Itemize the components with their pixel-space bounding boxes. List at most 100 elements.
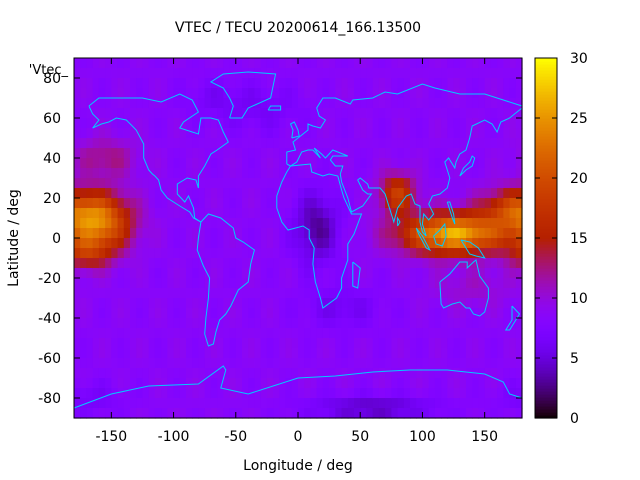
heatmap-cell [136,318,144,329]
heatmap-cell [422,68,430,79]
heatmap-cell [478,98,486,109]
heatmap-cell [329,268,336,279]
heatmap-cell [186,198,193,209]
heatmap-cell [279,208,287,219]
heatmap-cell [248,248,256,259]
heatmap-cell [298,298,305,309]
heatmap-cell [378,328,386,339]
heatmap-cell [130,88,137,99]
heatmap-cell [198,138,206,149]
heatmap-cell [223,268,231,279]
heatmap-cell [372,88,380,99]
colorbar-swatch [535,265,557,269]
heatmap-cell [217,88,224,99]
heatmap-cell [161,318,168,329]
heatmap-cell [98,88,106,99]
heatmap-cell [478,288,486,299]
heatmap-cell [372,178,380,189]
heatmap-cell [490,368,498,379]
heatmap-cell [490,278,498,289]
heatmap-cell [310,178,318,189]
heatmap-cell [148,278,156,289]
heatmap-cell [80,168,88,179]
colorbar-swatch [535,208,557,212]
heatmap-cell [248,218,256,229]
heatmap-cell [490,388,498,399]
heatmap-cell [273,118,280,129]
heatmap-cell [391,158,399,169]
heatmap-cell [130,378,137,389]
heatmap-cell [428,298,436,309]
heatmap-cell [130,398,137,409]
heatmap-cell [329,298,336,309]
heatmap-cell [192,368,200,379]
heatmap-cell [341,148,349,159]
heatmap-cell [341,328,349,339]
coastline [446,201,456,225]
heatmap-cell [298,288,305,299]
heatmap-cell [366,298,374,309]
heatmap-cell [360,328,368,339]
heatmap-cell [210,138,218,149]
heatmap-cell [260,348,268,359]
heatmap-cell [142,108,150,119]
heatmap-cell [223,98,231,109]
heatmap-cell [285,378,293,389]
heatmap-cell [497,168,504,179]
heatmap-cell [186,68,193,79]
heatmap-cell [167,268,175,279]
heatmap-cell [161,128,168,139]
heatmap-cell [422,248,430,259]
heatmap-cell [310,308,318,319]
heatmap-cell [366,268,374,279]
heatmap-cell [347,278,355,289]
heatmap-cell [123,168,131,179]
heatmap-cell [428,278,436,289]
heatmap-cell [80,348,88,359]
heatmap-cell [503,148,511,159]
heatmap-cell [378,288,386,299]
heatmap-cell [428,178,436,189]
heatmap-cell [80,238,88,249]
heatmap-cell [266,168,274,179]
heatmap-cell [198,228,206,239]
heatmap-cell [161,228,168,239]
heatmap-cell [217,398,224,409]
heatmap-cell [372,318,380,329]
heatmap-cell [173,248,181,259]
heatmap-cell [111,78,119,89]
heatmap-cell [242,68,249,79]
heatmap-cell [80,328,88,339]
heatmap-cell [148,68,156,79]
heatmap-cell [304,238,312,249]
heatmap-cell [335,178,343,189]
heatmap-cell [223,288,231,299]
heatmap-cell [105,208,112,219]
heatmap-cell [74,348,81,359]
heatmap-cell [154,228,162,239]
heatmap-cell [453,398,461,409]
heatmap-cell [186,158,193,169]
heatmap-cell [279,88,287,99]
heatmap-cell [472,308,480,319]
heatmap-cell [167,168,175,179]
heatmap-cell [403,408,411,419]
heatmap-cell [148,128,156,139]
heatmap-cell [154,118,162,129]
heatmap-cell [441,188,448,199]
heatmap-cell [291,398,299,409]
colorbar-swatch [535,343,557,347]
heatmap-cell [428,308,436,319]
heatmap-cell [410,408,417,419]
heatmap-cell [434,368,442,379]
heatmap-cell [217,228,224,239]
heatmap-cell [509,248,517,259]
heatmap-cell [291,248,299,259]
heatmap-cell [329,168,336,179]
heatmap-cell [279,248,287,259]
heatmap-cell [92,188,100,199]
heatmap-cell [360,158,368,169]
heatmap-cell [459,308,467,319]
heatmap-cell [254,128,262,139]
heatmap-cell [98,248,106,259]
